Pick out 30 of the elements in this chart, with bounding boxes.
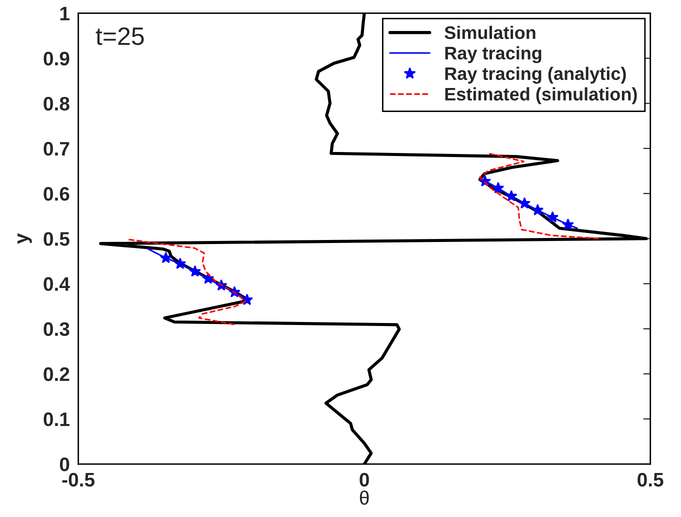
point — [546, 211, 559, 223]
point — [189, 265, 201, 277]
point — [160, 252, 172, 264]
annotation: t=25 — [96, 27, 144, 46]
legend-label: Ray tracing — [445, 46, 542, 64]
legend-label: Estimated (simulation) — [445, 87, 637, 104]
legend-label: Ray tracing (analytic) — [445, 66, 626, 84]
point — [518, 197, 530, 209]
y-tick-label: 0.8 — [44, 96, 70, 111]
y-tick-label: 0 — [60, 457, 70, 472]
x-tick-label: -0.5 — [62, 472, 95, 487]
x-tick-label: 0.5 — [638, 472, 664, 487]
y-tick-label: 0.2 — [44, 367, 70, 382]
point — [174, 258, 186, 270]
legend-label: Simulation — [444, 26, 536, 40]
y-tick-label: 0.7 — [44, 142, 70, 156]
y-tick-label: 0.5 — [44, 232, 70, 246]
y-tick-label: 0.9 — [44, 52, 70, 66]
y-tick-label: 0.3 — [44, 322, 70, 336]
y-tick-label: 0.6 — [44, 186, 70, 201]
point — [562, 218, 574, 230]
x-tick-label: 0 — [360, 472, 369, 487]
y-tick-label: 1 — [60, 6, 70, 20]
point — [532, 204, 544, 216]
point — [505, 190, 518, 202]
x-axis-title: θ — [360, 490, 369, 505]
y-tick-label: 0.1 — [44, 412, 70, 426]
y-tick-label: 0.4 — [44, 277, 70, 291]
y-axis-title: y — [18, 233, 32, 244]
point — [492, 182, 504, 194]
